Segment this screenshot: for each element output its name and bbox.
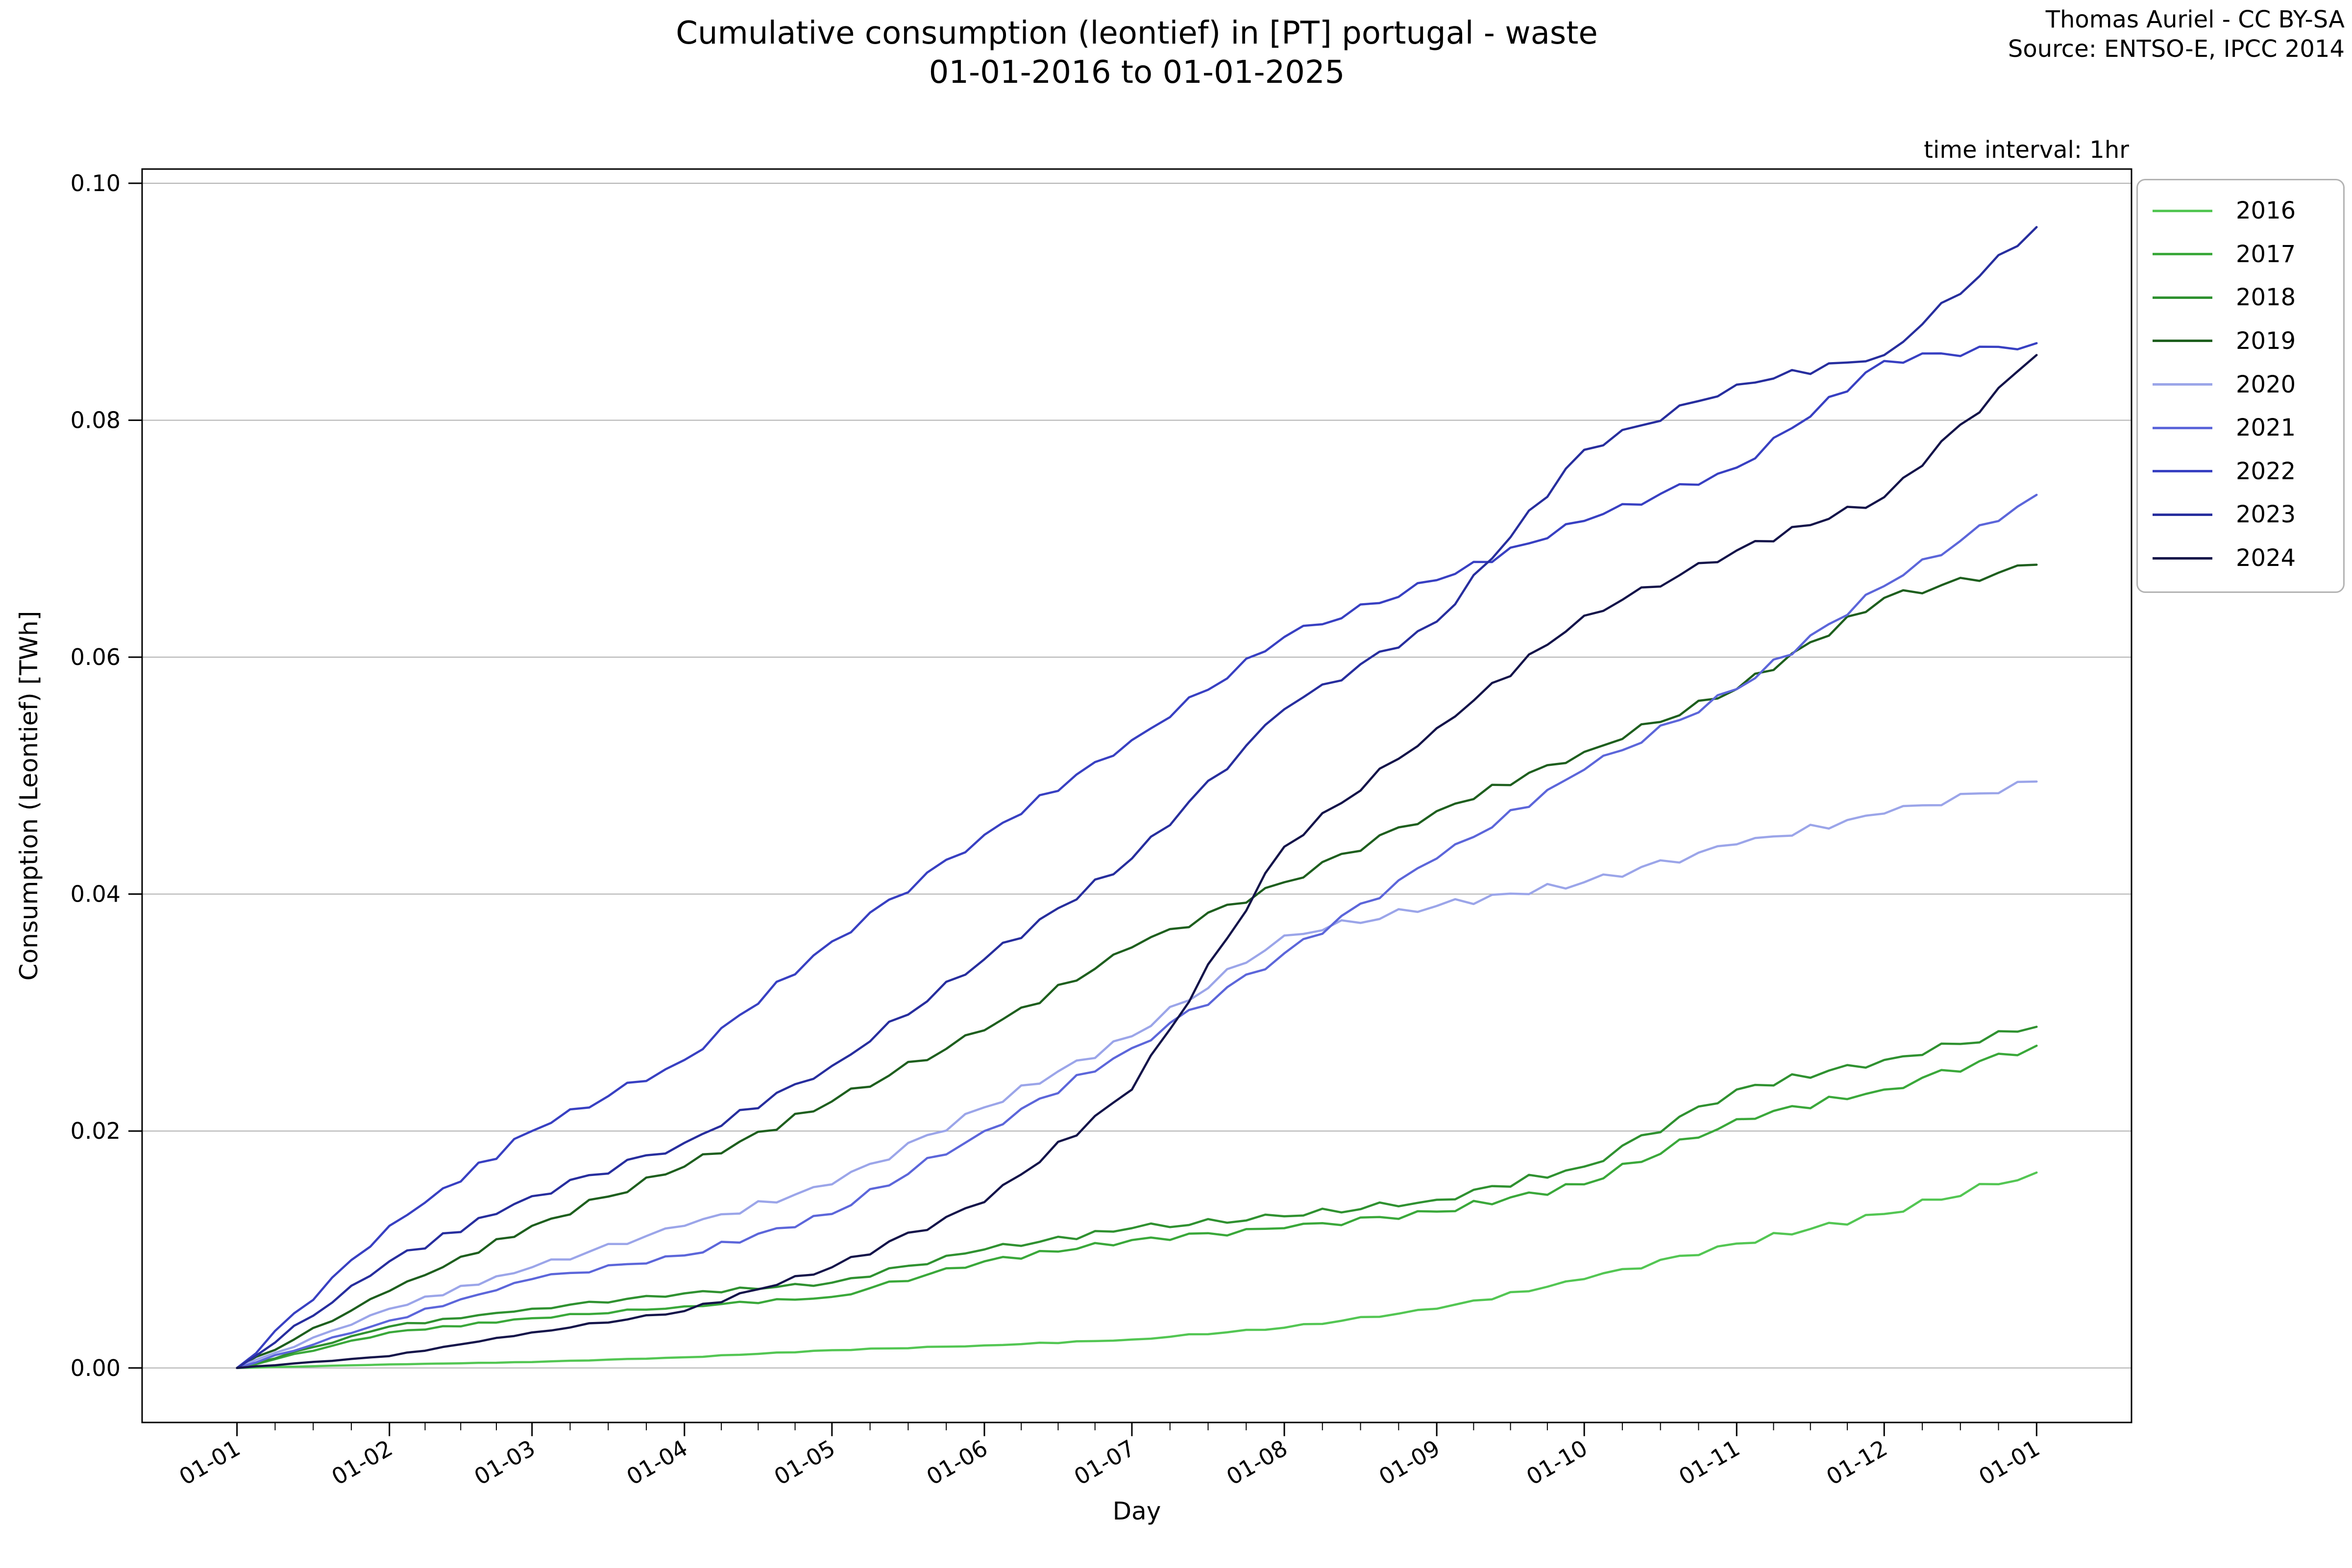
y-tick-label: 0.02 — [71, 1118, 121, 1144]
legend-line-swatch — [2153, 470, 2212, 473]
legend-label: 2024 — [2236, 544, 2296, 572]
chart-title-line2: 01-01-2016 to 01-01-2025 — [929, 54, 1345, 91]
legend-label: 2016 — [2236, 197, 2296, 224]
series-line-2023 — [236, 226, 2038, 1370]
legend-line-swatch — [2153, 340, 2212, 343]
legend-line-swatch — [2153, 557, 2212, 560]
series-line-2019 — [236, 564, 2038, 1370]
x-tick-label: 01-12 — [1822, 1435, 1892, 1491]
x-tick-label: 01-02 — [327, 1435, 397, 1491]
series-line-2020 — [236, 780, 2038, 1370]
legend-item-2021: 2021 — [2138, 414, 2343, 441]
x-tick-label: 01-01 — [174, 1435, 245, 1491]
series-line-2021 — [236, 493, 2038, 1370]
series-line-2022 — [236, 342, 2038, 1370]
y-tick-label: 0.10 — [71, 170, 121, 196]
y-tick-label: 0.06 — [71, 644, 121, 670]
legend-item-2024: 2024 — [2138, 544, 2343, 572]
legend-item-2018: 2018 — [2138, 284, 2343, 311]
author-credit: Thomas Auriel - CC BY-SA — [2045, 6, 2345, 33]
legend-label: 2017 — [2236, 240, 2296, 268]
legend-item-2022: 2022 — [2138, 458, 2343, 485]
x-tick-label: 01-11 — [1674, 1435, 1744, 1491]
x-tick-label: 01-08 — [1222, 1435, 1292, 1491]
series-line-2024 — [236, 354, 2038, 1370]
legend-item-2016: 2016 — [2138, 197, 2343, 224]
x-tick-label: 01-03 — [469, 1435, 539, 1491]
legend-line-swatch — [2153, 426, 2212, 429]
x-tick-label: 01-07 — [1070, 1435, 1140, 1491]
data-source-credit: Source: ENTSO-E, IPCC 2014 — [2008, 35, 2345, 63]
x-tick-label: 01-10 — [1522, 1435, 1592, 1491]
x-tick-label: 01-04 — [622, 1435, 692, 1491]
legend-label: 2021 — [2236, 414, 2296, 442]
legend-line-swatch — [2153, 253, 2212, 256]
x-tick-label: 01-01 — [1974, 1435, 2044, 1491]
series-line-2017 — [236, 1044, 2038, 1370]
chart-title-line1: Cumulative consumption (leontief) in [PT… — [676, 15, 1598, 51]
series-line-2016 — [236, 1171, 2038, 1370]
legend-item-2023: 2023 — [2138, 501, 2343, 528]
legend-item-2020: 2020 — [2138, 371, 2343, 398]
x-tick-label: 01-06 — [922, 1435, 992, 1491]
legend-label: 2018 — [2236, 284, 2296, 312]
y-tick-label: 0.00 — [71, 1355, 121, 1381]
legend-item-2017: 2017 — [2138, 241, 2343, 268]
plot-frame — [141, 168, 2132, 1423]
legend-item-2019: 2019 — [2138, 327, 2343, 355]
legend-label: 2019 — [2236, 327, 2296, 355]
legend-label: 2023 — [2236, 501, 2296, 529]
series-line-2018 — [236, 1026, 2038, 1370]
time-interval-note: time interval: 1hr — [1924, 136, 2129, 164]
legend-label: 2020 — [2236, 370, 2296, 398]
legend-line-swatch — [2153, 383, 2212, 386]
y-tick-label: 0.04 — [71, 881, 121, 907]
legend-label: 2022 — [2236, 457, 2296, 485]
x-axis-label: Day — [1112, 1497, 1161, 1525]
x-tick-label: 01-09 — [1374, 1435, 1445, 1491]
legend-line-swatch — [2153, 513, 2212, 516]
legend-line-swatch — [2153, 296, 2212, 299]
legend: 2016 2017 2018 2019 2020 2021 2022 2023 2024 — [2136, 179, 2345, 593]
x-tick-label: 01-05 — [770, 1435, 840, 1491]
legend-line-swatch — [2153, 209, 2212, 212]
y-tick-label: 0.08 — [71, 407, 121, 434]
